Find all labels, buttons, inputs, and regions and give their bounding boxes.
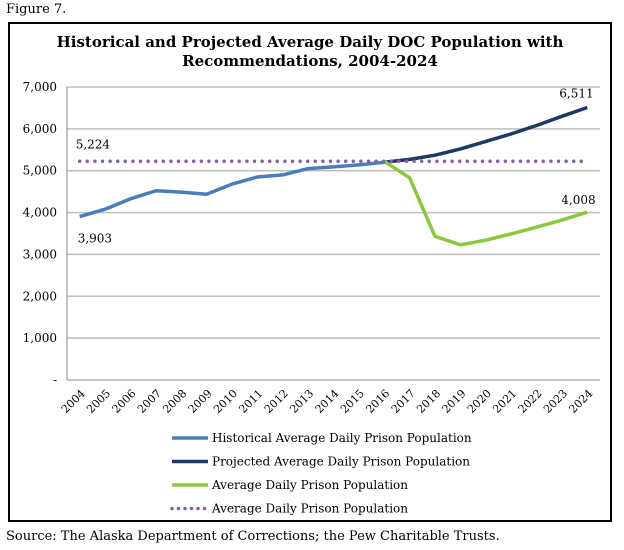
chart-title-line-1: Historical and Projected Average Daily D… <box>56 33 564 51</box>
data-label: 6,511 <box>559 86 593 100</box>
x-tick-label: 2022 <box>516 387 545 416</box>
x-tick-label: 2011 <box>236 387 265 416</box>
y-tick-label: 7,000 <box>23 80 57 94</box>
x-tick-label: 2006 <box>110 387 139 416</box>
data-label: 5,224 <box>76 137 111 151</box>
x-tick-label: 2021 <box>490 387 519 416</box>
x-tick-label: 2024 <box>566 387 595 416</box>
chart-title: Historical and Projected Average Daily D… <box>8 33 612 71</box>
y-tick-label: 4,000 <box>23 206 57 220</box>
legend-label-1: Projected Average Daily Prison Populatio… <box>212 455 470 469</box>
source-note: Source: The Alaska Department of Correct… <box>6 529 500 544</box>
x-tick-label: 2012 <box>262 387 291 416</box>
x-tick-label: 2010 <box>211 387 240 416</box>
figure-label: Figure 7. <box>6 2 67 17</box>
x-tick-label: 2014 <box>313 387 342 416</box>
x-tick-label: 2016 <box>363 387 392 416</box>
x-tick-label: 2013 <box>287 387 316 416</box>
x-tick-label: 2005 <box>84 387 113 416</box>
x-tick-label: 2007 <box>135 387 164 416</box>
chart-frame <box>8 22 612 522</box>
y-tick-label: 3,000 <box>23 247 57 261</box>
x-tick-label: 2008 <box>160 387 189 416</box>
x-tick-label: 2018 <box>414 387 443 416</box>
x-tick-label: 2020 <box>465 387 494 416</box>
x-tick-label: 2019 <box>440 387 469 416</box>
data-label: 3,903 <box>78 232 112 246</box>
legend-label-2: Average Daily Prison Population <box>211 478 408 492</box>
x-tick-label: 2004 <box>59 387 88 416</box>
x-tick-label: 2023 <box>541 387 570 416</box>
legend-label-3: Average Daily Prison Population <box>211 502 408 516</box>
x-tick-label: 2017 <box>389 387 418 416</box>
data-label: 4,008 <box>561 193 595 207</box>
series-line-1 <box>384 105 588 165</box>
chart-title-line-2: Recommendations, 2004-2024 <box>182 52 438 70</box>
y-tick-label: 1,000 <box>23 331 57 345</box>
series-line-0 <box>79 160 385 219</box>
series-line-2 <box>383 159 588 247</box>
y-tick-label: 5,000 <box>23 164 57 178</box>
y-tick-label: - <box>53 373 57 387</box>
y-tick-label: 2,000 <box>23 289 57 303</box>
x-tick-label: 2015 <box>338 387 367 416</box>
y-tick-label: 6,000 <box>23 122 57 136</box>
x-tick-label: 2009 <box>186 387 215 416</box>
legend-label-0: Historical Average Daily Prison Populati… <box>212 431 472 445</box>
